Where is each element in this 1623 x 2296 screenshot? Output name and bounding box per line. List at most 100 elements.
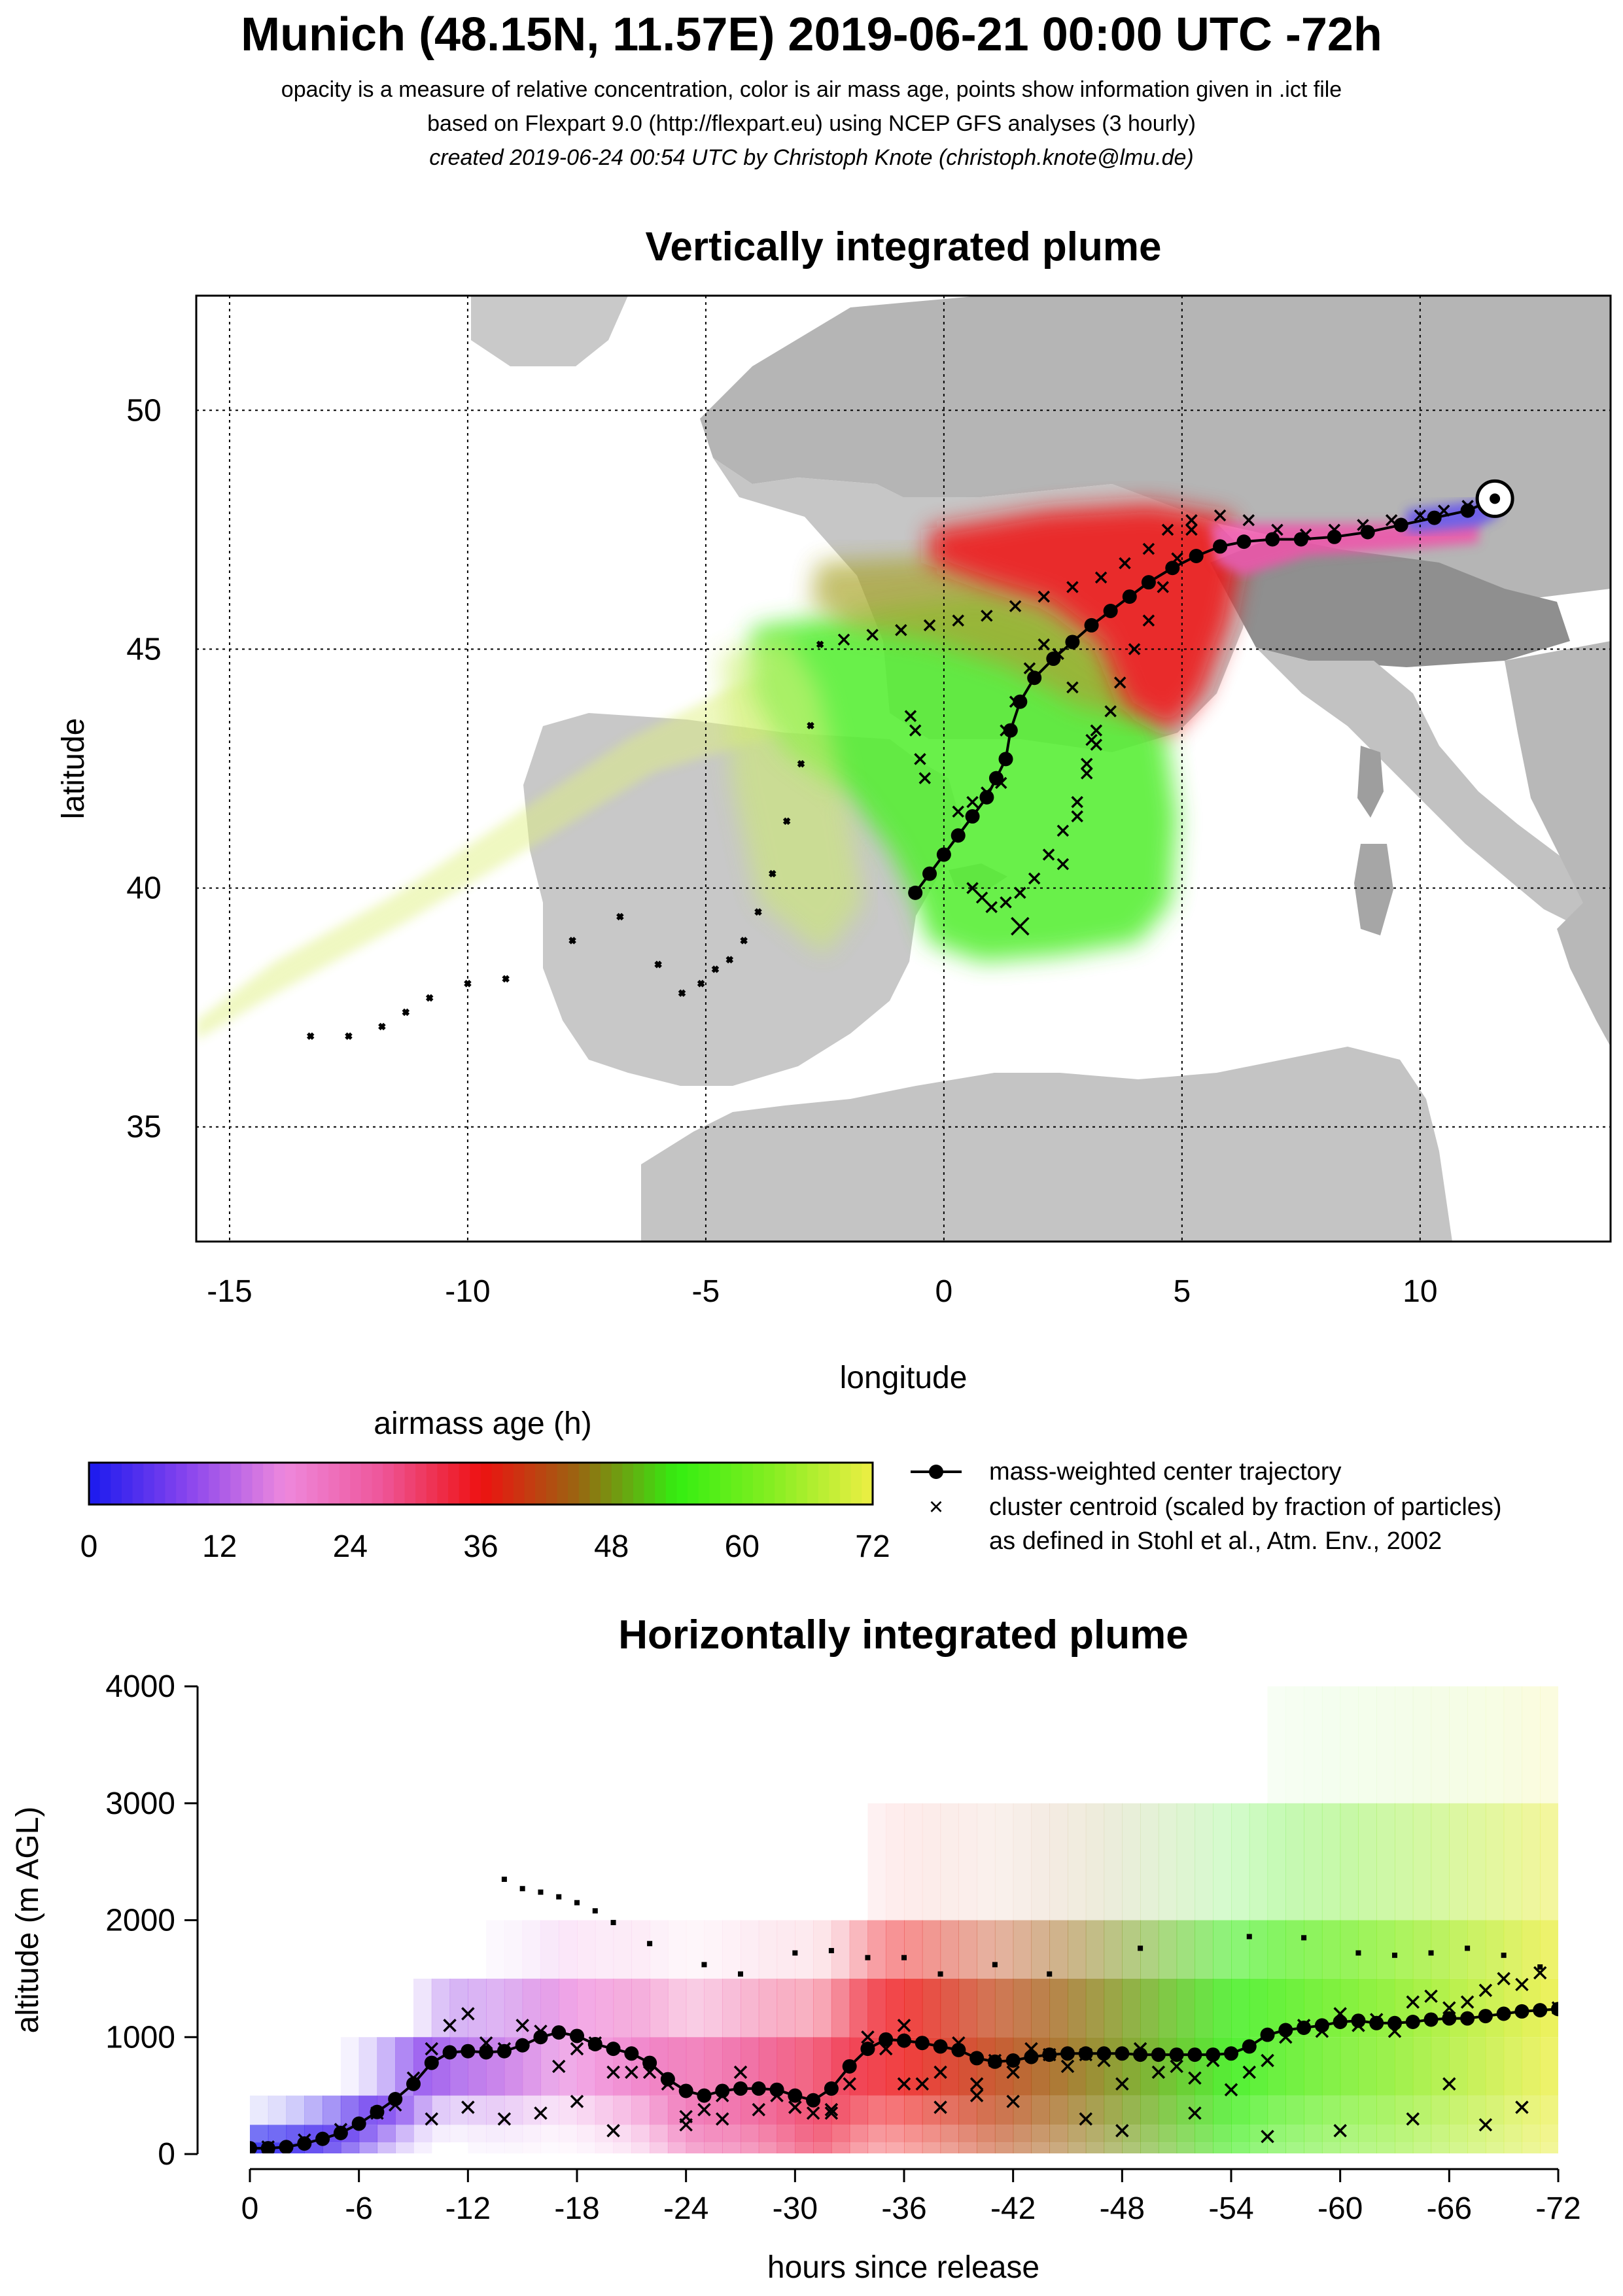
altitude-plume-cell: [667, 1920, 687, 1979]
altitude-plume-cell: [1068, 1920, 1087, 1979]
altitude-plume-cell: [831, 2142, 850, 2153]
altitude-plume-cell: [1249, 1920, 1268, 1979]
altitude-cluster-centroid: [824, 2106, 839, 2120]
legend-cluster-x-icon: ×: [929, 1493, 943, 1521]
altitude-trajectory-point: [1133, 2047, 1148, 2062]
altitude-plume-cell: [867, 2095, 886, 2125]
colorbar-segment: [360, 1463, 373, 1505]
colorbar-segment: [622, 1463, 634, 1505]
altitude-plume-cell: [577, 2095, 596, 2125]
altitude-plume-cell: [413, 1978, 432, 2038]
map-cluster-centroid: [740, 937, 748, 945]
altitude-plume-cell: [886, 2095, 905, 2125]
altitude-plume-cell: [1049, 2125, 1068, 2143]
altitude-title: Horizontally integrated plume: [618, 1612, 1189, 1658]
altitude-plume-cell: [1122, 2095, 1141, 2125]
colorbar-segment: [698, 1463, 710, 1505]
map-x-tick-label: 0: [935, 1274, 953, 1309]
altitude-plume-cell: [994, 1920, 1014, 1979]
altitude-plume-cell: [1485, 1803, 1505, 1921]
legend-cluster-entry: × cluster centroid (scaled by fraction o…: [929, 1493, 1502, 1555]
map-cluster-centroid: [1066, 681, 1079, 694]
figure-subtitle-opacity: opacity is a measure of relative concent…: [281, 77, 1342, 102]
altitude-trajectory-point: [806, 2093, 821, 2108]
map-cluster-centroid: [1081, 757, 1093, 770]
altitude-plume-cell: [1285, 2037, 1304, 2096]
altitude-trajectory-point: [1151, 2047, 1166, 2062]
altitude-plume-cell: [758, 2095, 778, 2125]
map-cluster-centroid: [909, 724, 922, 737]
altitude-plume-cell: [1540, 1803, 1558, 1921]
altitude-plume-cell: [758, 1920, 778, 1979]
map-x-tick-label: -15: [207, 1274, 252, 1309]
map-cluster-centroid: [1128, 643, 1141, 655]
altitude-plume-cell: [613, 1920, 632, 1979]
altitude-plume-cell: [1213, 2125, 1232, 2143]
altitude-plume-cell: [922, 1920, 941, 1979]
altitude-plume-cell: [1412, 2095, 1432, 2125]
altitude-plume-cell: [504, 2125, 523, 2143]
colorbar-segment: [306, 1463, 319, 1505]
altitude-plume-cell: [1412, 2037, 1432, 2096]
colorbar-segment: [209, 1463, 220, 1505]
altitude-plume-cell: [722, 2142, 741, 2153]
altitude-cluster-centroid: [443, 2019, 457, 2032]
altitude-plume-cell: [1376, 1920, 1395, 1979]
altitude-plume-cell: [395, 2125, 414, 2143]
colorbar-segment: [644, 1463, 655, 1505]
altitude-plume-cell: [1540, 2095, 1558, 2125]
map-trajectory-point: [1236, 534, 1251, 549]
altitude-plume-cell: [1013, 2095, 1032, 2125]
land-alps: [1210, 536, 1570, 667]
altitude-plume-cell: [1231, 2095, 1250, 2125]
map-cluster-centroid: [711, 965, 720, 973]
altitude-plume-cell: [813, 1920, 832, 1979]
land-corsica: [1357, 746, 1384, 818]
map-cluster-centroid: [1042, 848, 1055, 861]
altitude-plume-cell: [1540, 2037, 1558, 2096]
map-trajectory-point: [951, 828, 966, 843]
altitude-plume-cell: [795, 1978, 814, 2038]
altitude-plume-cell: [1540, 1686, 1558, 1803]
colorbar-segment: [491, 1463, 503, 1505]
altitude-plume-cell: [741, 1978, 759, 2038]
map-title: Vertically integrated plume: [645, 224, 1161, 270]
altitude-cluster-centroid: [697, 2102, 711, 2117]
altitude-plume-cell: [849, 2095, 869, 2125]
altitude-plume-cell: [1358, 2037, 1377, 2096]
colorbar-segment: [665, 1463, 678, 1505]
map-trajectory-point: [908, 885, 923, 900]
altitude-plume-cell: [849, 2125, 869, 2143]
colorbar-segment: [111, 1463, 122, 1505]
altitude-cluster-centroid: [1406, 2112, 1420, 2126]
altitude-plume-cell: [1449, 1803, 1468, 1921]
map-cluster-centroid: [918, 772, 931, 784]
altitude-plume-cell: [1358, 2125, 1377, 2143]
colorbar-frame: [88, 1461, 874, 1506]
altitude-plume-cell: [1431, 1803, 1450, 1921]
map-trajectory-point: [1360, 525, 1375, 540]
altitude-cluster-centroid: [625, 2065, 638, 2079]
legend-cluster-label: cluster centroid (scaled by fraction of …: [989, 1493, 1502, 1521]
altitude-cluster-centroid: [715, 2112, 729, 2126]
altitude-plume-cell: [1085, 1978, 1105, 2038]
altitude-plume-cell: [1358, 1803, 1377, 1921]
altitude-plume-cell: [595, 2142, 614, 2153]
altitude-plume-cell: [1213, 1920, 1232, 1979]
altitude-plume-cell: [1395, 2095, 1414, 2125]
colorbar-segment: [437, 1463, 449, 1505]
map-y-tick-labels: 35 40 45 50: [126, 393, 161, 1144]
altitude-plume-cell: [922, 1978, 941, 2038]
altitude-trajectory-point: [678, 2083, 693, 2098]
colorbar-tick-label: 36: [463, 1529, 498, 1564]
altitude-plume-cell: [704, 2125, 723, 2143]
colorbar-segment: [263, 1463, 275, 1505]
plume-red-core: [929, 504, 1243, 733]
altitude-trajectory-point: [1442, 2011, 1457, 2026]
figure-title: Munich (48.15N, 11.57E) 2019-06-21 00:00…: [241, 9, 1382, 61]
altitude-plume-cell: [1449, 1978, 1468, 2038]
altitude-plume-cell: [1104, 2142, 1123, 2153]
altitude-trajectory-point: [642, 2055, 657, 2070]
altitude-plume-cell: [849, 2142, 869, 2153]
altitude-plume-cell: [1321, 2142, 1341, 2153]
